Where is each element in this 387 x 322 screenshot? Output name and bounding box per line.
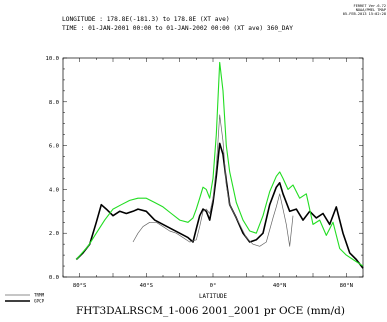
x-tick-label: 80°N [340, 283, 353, 289]
x-tick-label: 40°N [273, 283, 286, 289]
longitude-header: LONGITUDE : 178.8E(-181.3) to 178.8E (XT… [62, 16, 230, 23]
series-line-gpcp [75, 142, 364, 269]
legend: TRMM GPCP [5, 293, 45, 304]
x-tick-label: 40°S [140, 283, 153, 289]
axis-ticks: 80°S 40°S 0° 40°N 80°N 0.0 2.0 4.0 6.0 8.0 10.0 [46, 56, 364, 289]
y-tick-label: 8.0 [49, 100, 59, 106]
y-tick-label: 10.0 [46, 56, 59, 62]
time-header: TIME : 01-JAN-2001 00:00 to 01-JAN-2002 … [62, 25, 293, 32]
legend-label-gpcp: GPCP [34, 299, 45, 304]
ferret-version-stamp: FERRET Ver.6.72 [354, 4, 386, 8]
x-axis-label: LATITUDE [199, 294, 227, 300]
series-line-trmm [132, 114, 294, 247]
plot-area: 80°S 40°S 0° 40°N 80°N 0.0 2.0 4.0 6.0 8.0 10.0 [46, 56, 364, 289]
x-tick-label: 80°S [73, 283, 86, 289]
series-layer [75, 61, 364, 269]
legend-label-trmm: TRMM [34, 293, 45, 298]
plot-frame [62, 57, 364, 278]
chart-caption: FHT3DALRSCM_1-006 2001_2001 pr OCE (mm/d… [76, 305, 345, 317]
y-tick-label: 4.0 [49, 187, 59, 193]
x-tick-label: 0° [210, 283, 217, 289]
y-tick-label: 6.0 [49, 144, 59, 150]
series-line-model [75, 61, 364, 267]
y-tick-label: 0.0 [49, 275, 59, 281]
ferret-org-stamp: NOAA/PMEL TMAP [356, 8, 386, 12]
y-tick-label: 2.0 [49, 231, 59, 237]
ferret-date-stamp: 05-FEB-2013 15:02:28 [343, 12, 386, 16]
